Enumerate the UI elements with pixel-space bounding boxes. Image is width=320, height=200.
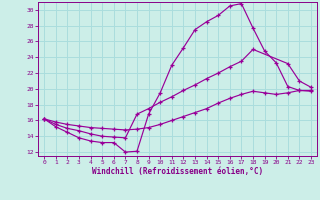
X-axis label: Windchill (Refroidissement éolien,°C): Windchill (Refroidissement éolien,°C) [92, 167, 263, 176]
